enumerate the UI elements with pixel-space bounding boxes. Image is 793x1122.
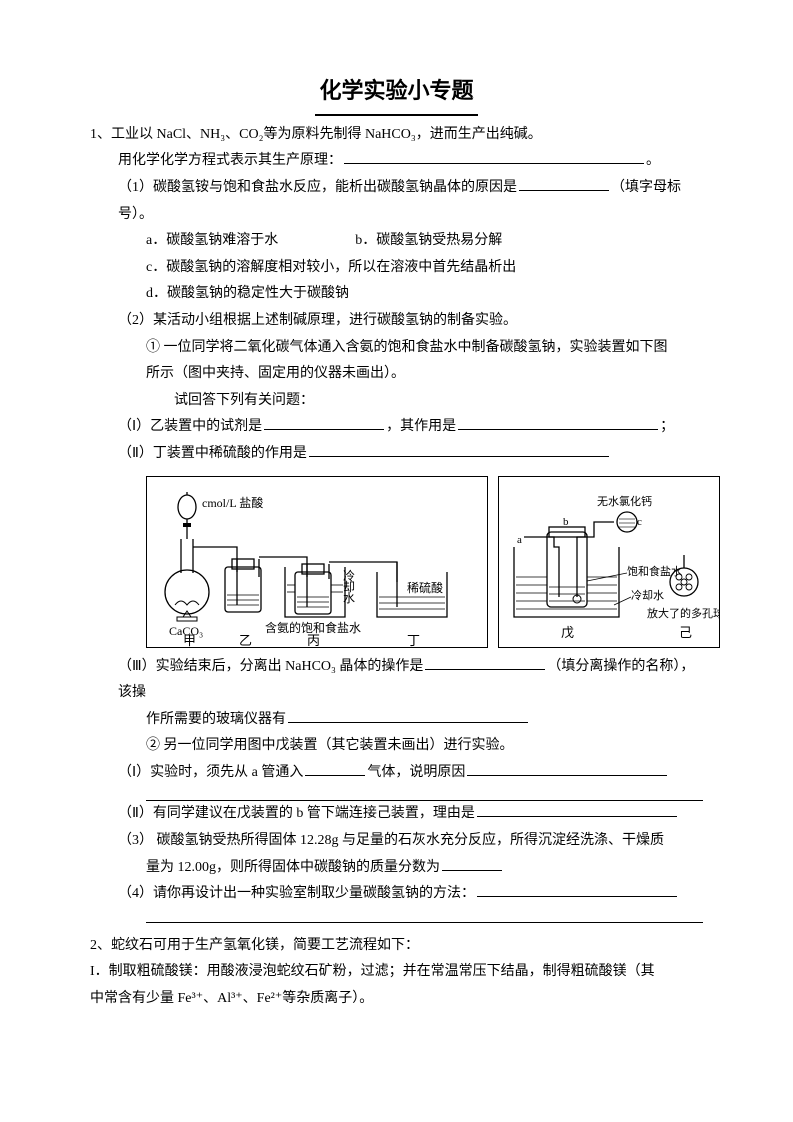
q2-line1: I．制取粗硫酸镁：用酸液浸泡蛇纹石矿粉，过滤；并在常温常压下结晶，制得粗硫酸镁（…	[90, 959, 703, 986]
q1-part1: （1）碳酸氢铵与饱和食盐水反应，能析出碳酸氢钠晶体的原因是	[118, 180, 517, 195]
label-ding: 丁	[407, 633, 420, 647]
label-cacl2: 无水氯化钙	[597, 494, 652, 508]
label-porous: 放大了的多孔球泡	[647, 606, 719, 620]
blank-fullline-2[interactable]	[146, 908, 703, 923]
q1-iii-a: （Ⅲ）实验结束后，分离出 NaHCO₃ 晶体的操作是	[118, 659, 423, 674]
opt-a: a．碳酸氢钠难溶于水	[146, 233, 278, 248]
blank-ii[interactable]	[309, 442, 609, 457]
q1-part3-a: （3） 碳酸氢钠受热所得固体 12.28g 与足量的石灰水充分反应，所得沉淀经洗…	[90, 828, 703, 855]
q1-part4: （4）请你再设计出一种实验室制取少量碳酸氢钠的方法：	[118, 886, 475, 901]
label-bing: 丙	[307, 633, 320, 647]
blank-eq[interactable]	[344, 149, 644, 164]
q1-ii2: （Ⅱ）有同学建议在戊装置的 b 管下端连接己装置，理由是	[118, 806, 475, 821]
q1-i-label: （Ⅰ）乙装置中的试剂是	[118, 419, 262, 434]
diagram-right: a b c 无水氯化钙	[498, 476, 720, 648]
blank-ii2[interactable]	[477, 802, 677, 817]
label-ji: 己	[679, 625, 692, 640]
q2-line2: 中常含有少量 Fe³⁺、Al³⁺、Fe²⁺等杂质离子）。	[90, 986, 703, 1013]
blank-i1[interactable]	[264, 415, 384, 430]
label-cold2: 冷却水	[631, 589, 664, 602]
q2-stem: 2、蛇纹石可用于生产氢氧化镁，简要工艺流程如下：	[90, 933, 703, 960]
page-title: 化学实验小专题	[315, 70, 477, 116]
blank-p1[interactable]	[519, 176, 609, 191]
q1-part2-2: ② 另一位同学用图中戊装置（其它装置未画出）进行实验。	[90, 733, 703, 760]
q1-eq-label: 用化学化学方程式表示其生产原理：	[118, 153, 342, 168]
label-jia: 甲	[183, 633, 196, 647]
blank-p4[interactable]	[477, 882, 677, 897]
apparatus-diagrams: cmol/L 盐酸 CaCO₃ 冷 却 水 含氨的饱和食盐水 稀硫酸 甲 乙 丙…	[146, 476, 703, 648]
blank-i2b[interactable]	[467, 761, 667, 776]
blank-iii2[interactable]	[288, 708, 528, 723]
q1-part3-b: 量为 12.00g，则所得固体中碳酸钠的质量分数为	[146, 860, 440, 875]
q1-part2: （2）某活动小组根据上述制碱原理，进行碳酸氢钠的制备实验。	[90, 308, 703, 335]
q1-i2-b: 气体，说明原因	[367, 765, 465, 780]
blank-i2[interactable]	[458, 415, 658, 430]
label-yi: 乙	[239, 633, 252, 647]
q1-part2-1c: 试回答下列有关问题：	[90, 388, 703, 415]
opt-d: d．碳酸氢钠的稳定性大于碳酸钠	[90, 281, 703, 308]
svg-text:水: 水	[343, 591, 355, 605]
q1-stem: 1、工业以 NaCl、NH₃、CO₂等为原料先制得 NaHCO₃，进而生产出纯碱…	[90, 122, 703, 149]
opt-b: b．碳酸氢钠受热易分解	[355, 233, 502, 248]
svg-text:c: c	[637, 516, 642, 528]
label-sat: 饱和食盐水	[627, 564, 682, 578]
label-wu: 戊	[561, 625, 574, 640]
q1-i2-a: （Ⅰ）实验时，须先从 a 管通入	[118, 765, 303, 780]
label-h2so4: 稀硫酸	[407, 580, 443, 595]
blank-iii1[interactable]	[425, 655, 545, 670]
q1-part2-1b: 所示（图中夹持、固定用的仪器未画出）。	[90, 361, 703, 388]
q1-iii-c: 作所需要的玻璃仪器有	[146, 712, 286, 727]
q1-i-mid: ，其作用是	[386, 419, 456, 434]
q1-part2-1a: ① 一位同学将二氧化碳气体通入含氨的饱和食盐水中制备碳酸氢钠，实验装置如下图	[90, 335, 703, 362]
label-hcl: cmol/L 盐酸	[202, 495, 263, 510]
opt-c: c．碳酸氢钠的溶解度相对较小，所以在溶液中首先结晶析出	[90, 255, 703, 282]
blank-i2a[interactable]	[305, 761, 365, 776]
diagram-left: cmol/L 盐酸 CaCO₃ 冷 却 水 含氨的饱和食盐水 稀硫酸 甲 乙 丙…	[146, 476, 488, 648]
blank-fullline-1[interactable]	[146, 786, 703, 801]
svg-text:a: a	[517, 534, 522, 546]
svg-text:b: b	[563, 516, 569, 528]
q1-ii-label: （Ⅱ）丁装置中稀硫酸的作用是	[118, 446, 307, 461]
blank-p3[interactable]	[442, 856, 502, 871]
